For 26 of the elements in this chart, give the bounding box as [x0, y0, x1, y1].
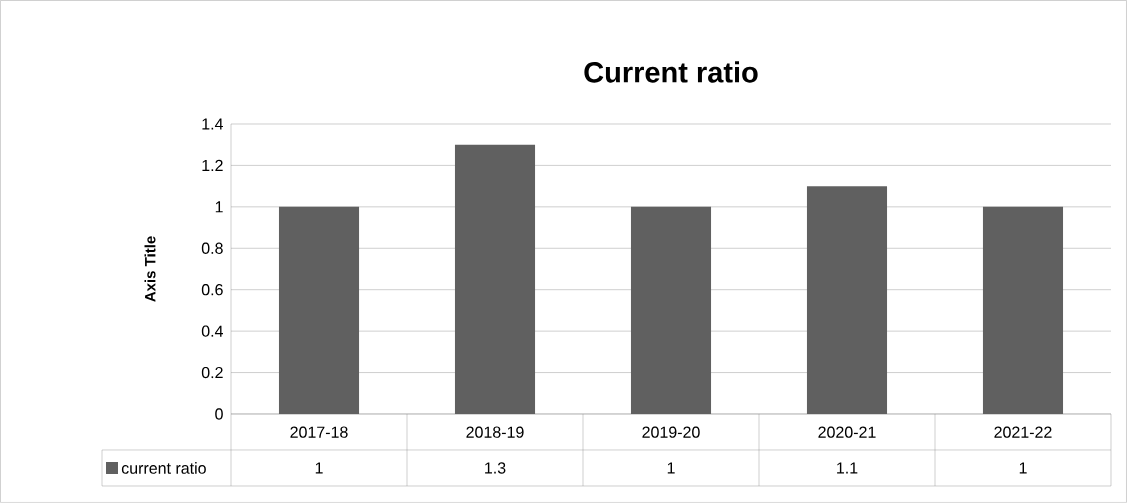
bar: [982, 206, 1064, 414]
bar: [806, 186, 888, 414]
y-tick-label: 1: [215, 201, 223, 213]
data-label: 1: [1019, 462, 1027, 474]
legend-label: current ratio: [121, 462, 206, 474]
bar: [278, 206, 360, 414]
data-label: 1: [667, 462, 675, 474]
y-tick-label: 0.6: [201, 284, 223, 296]
chart-title: Current ratio: [584, 61, 758, 83]
data-label: 1.1: [837, 462, 858, 474]
y-tick-label: 1.4: [202, 118, 223, 130]
x-tick-label: 2021-22: [994, 426, 1052, 438]
y-tick-label: 0: [215, 408, 223, 420]
x-tick-label: 2019-20: [642, 426, 700, 438]
bar: [630, 206, 712, 414]
y-tick-label: 0.8: [201, 242, 223, 254]
y-tick-label: 1.2: [202, 159, 223, 171]
y-tick-label: 0.4: [201, 325, 223, 337]
x-tick-label: 2020-21: [818, 426, 876, 438]
data-label: 1: [315, 462, 323, 474]
bar: [454, 144, 536, 414]
y-axis-title: Axis Title: [144, 236, 156, 302]
data-label: 1.3: [485, 462, 506, 474]
x-tick-label: 2018-19: [466, 426, 524, 438]
y-tick-label: 0.2: [201, 366, 223, 379]
x-tick-label: 2017-18: [290, 426, 348, 438]
